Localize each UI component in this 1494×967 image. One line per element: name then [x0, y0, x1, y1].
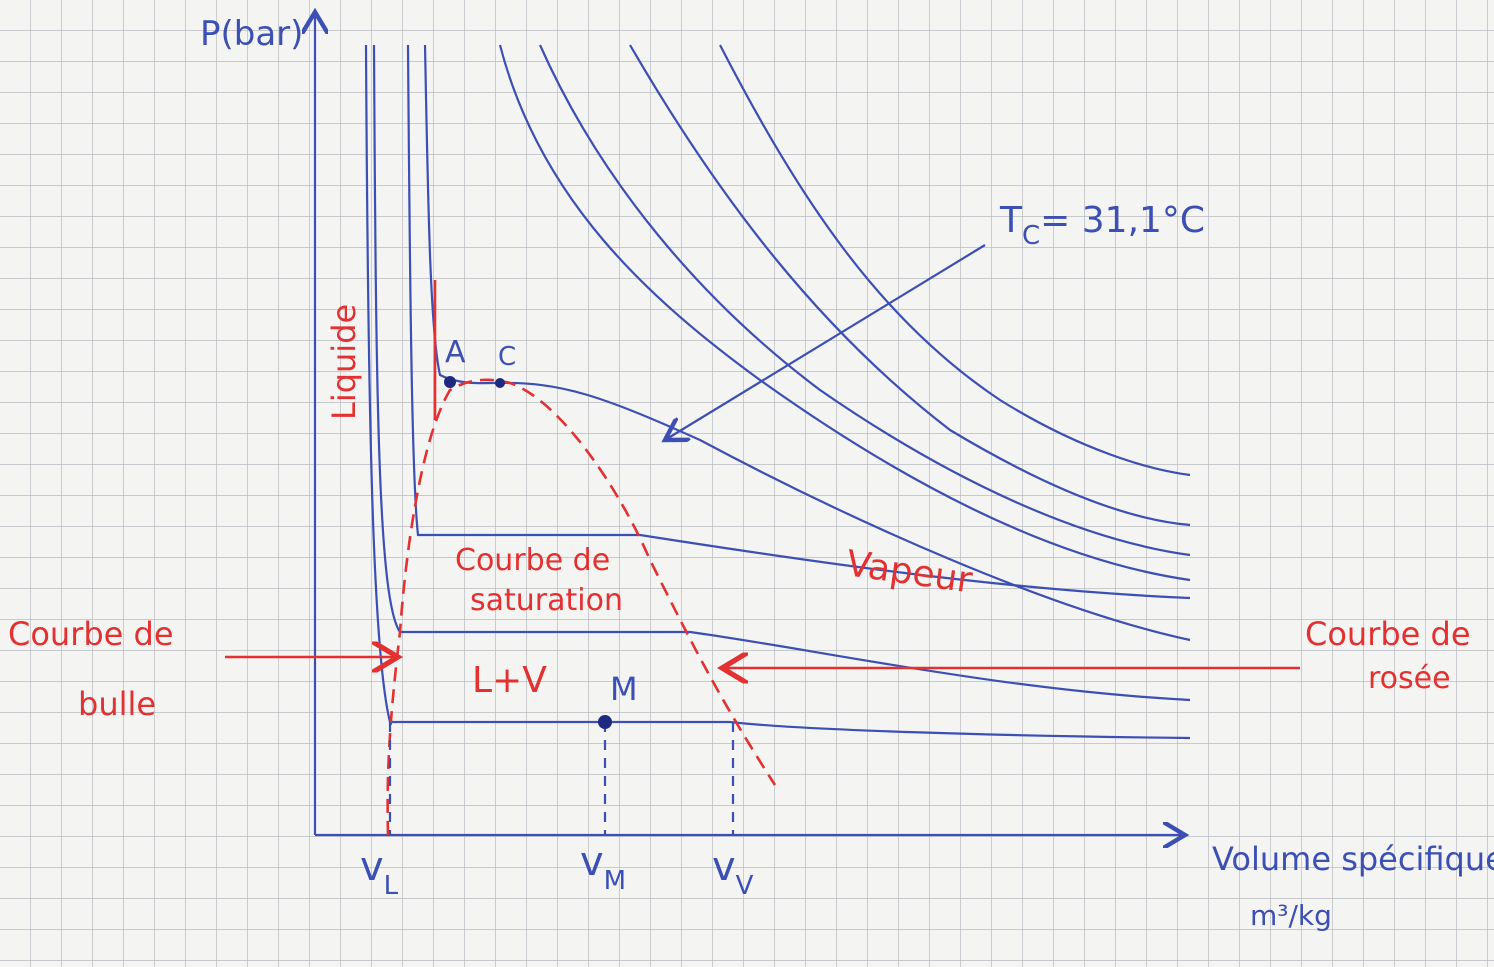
dew-label: Courbe de — [1305, 615, 1471, 653]
bubble-label: Courbe de — [8, 615, 174, 653]
point-a-label: A — [445, 335, 466, 370]
point-a — [444, 376, 456, 388]
y-axis-label: P(bar) — [200, 14, 303, 54]
point-c-label: C — [498, 342, 516, 372]
dew-label: rosée — [1368, 661, 1451, 696]
two-phase-label: L+V — [472, 660, 547, 701]
x-axis-label: Volume spécifique — [1212, 840, 1494, 878]
grid-paper — [0, 0, 1494, 967]
saturation-label: saturation — [470, 583, 623, 618]
point-c — [495, 378, 505, 388]
saturation-label: Courbe de — [455, 543, 610, 578]
point-m — [598, 715, 612, 729]
diagram: P(bar) Volume spécifique m³/kg TC= 31,1°… — [0, 0, 1494, 967]
point-m-label: M — [610, 670, 638, 708]
x-axis-unit: m³/kg — [1250, 899, 1332, 932]
bubble-label: bulle — [78, 685, 156, 723]
liquid-label: Liquide — [325, 304, 363, 420]
